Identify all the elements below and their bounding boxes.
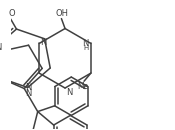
Text: OH: OH: [56, 9, 69, 18]
Text: Me: Me: [78, 82, 89, 91]
Text: O: O: [8, 9, 15, 18]
Text: N: N: [83, 39, 89, 48]
Text: N: N: [40, 38, 47, 47]
Text: N: N: [66, 88, 72, 97]
Text: H: H: [84, 45, 89, 51]
Text: N: N: [25, 83, 32, 92]
Text: N: N: [25, 89, 32, 98]
Text: N: N: [0, 43, 1, 53]
